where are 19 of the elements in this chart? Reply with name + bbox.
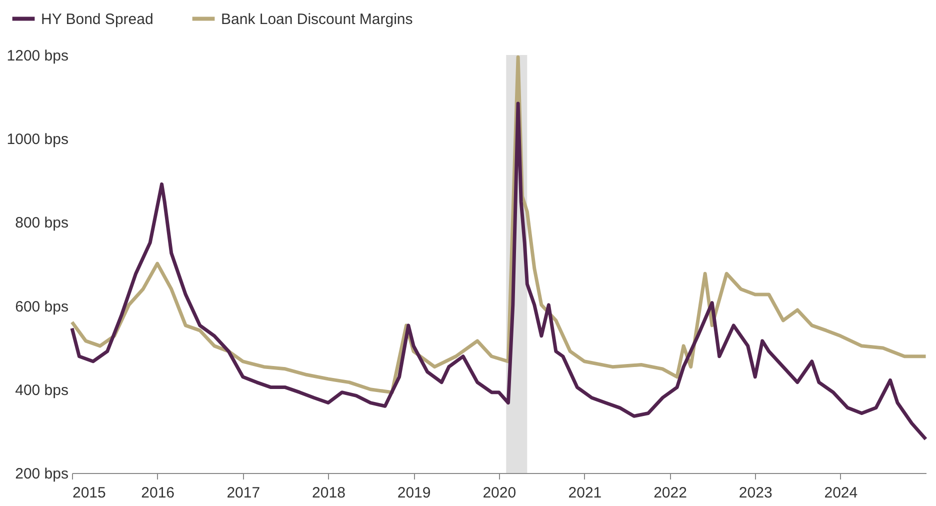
x-tick-label: 2023 (738, 484, 772, 502)
x-tick-label: 2018 (312, 484, 346, 502)
legend-label: Bank Loan Discount Margins (221, 10, 413, 28)
x-tick-label: 2015 (72, 484, 106, 502)
x-tick-label: 2024 (824, 484, 858, 502)
y-tick-label: 1200 bps (6, 48, 68, 64)
x-tick-label: 2019 (397, 484, 431, 502)
y-tick-label: 200 bps (15, 466, 68, 482)
y-tick-label: 600 bps (15, 298, 68, 316)
y-tick-label: 1000 bps (6, 131, 68, 148)
x-tick-label: 2021 (568, 484, 602, 502)
y-tick-label: 800 bps (15, 214, 68, 232)
line-series (70, 102, 928, 441)
x-tick-label: 2022 (654, 484, 687, 502)
legend-label: HY Bond Spread (41, 10, 154, 28)
x-tick-label: 2016 (141, 484, 175, 502)
x-tick-label: 2020 (482, 484, 516, 502)
x-tick-label: 2017 (226, 484, 260, 502)
y-tick-label: 400 bps (15, 382, 68, 399)
